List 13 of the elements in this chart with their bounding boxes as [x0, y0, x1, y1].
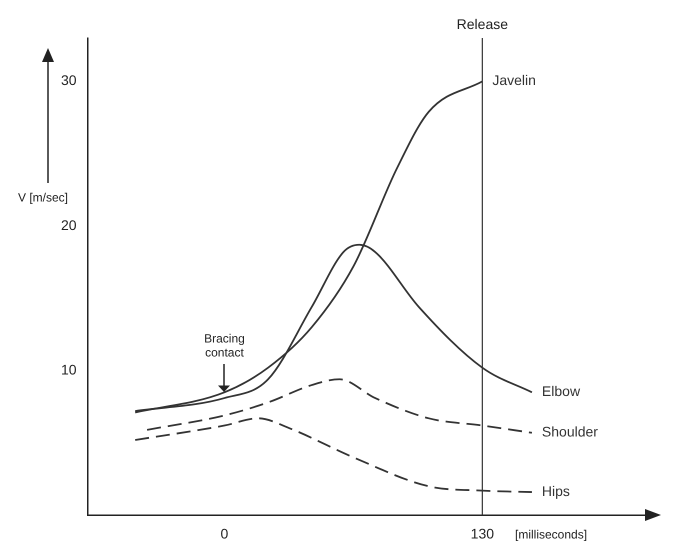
y-tick-label: 10	[60, 361, 77, 378]
y-tick-label: 20	[60, 216, 77, 233]
series-label: Elbow	[542, 383, 581, 400]
series-label: Javelin	[492, 72, 536, 88]
y-axis-title: V [m/sec]	[18, 190, 68, 204]
annotation: Bracing contact	[204, 331, 245, 360]
x-axis-title: [milliseconds]	[515, 528, 588, 542]
ref-line-label: Release	[456, 16, 508, 32]
x-tick-label: 0	[220, 525, 229, 542]
series-label: Hips	[542, 482, 570, 499]
x-tick-label: 130	[470, 525, 494, 542]
y-tick-label: 30	[60, 72, 77, 88]
series-label: Shoulder	[542, 424, 598, 440]
